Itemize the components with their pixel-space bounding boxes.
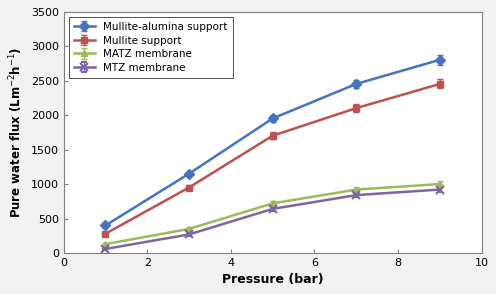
Legend: Mullite-alumina support, Mullite support, MATZ membrane, MTZ membrane: Mullite-alumina support, Mullite support… (69, 17, 233, 78)
X-axis label: Pressure (bar): Pressure (bar) (222, 273, 323, 286)
Y-axis label: Pure water flux (Lm$^{-2}$h$^{-1}$): Pure water flux (Lm$^{-2}$h$^{-1}$) (7, 47, 25, 218)
